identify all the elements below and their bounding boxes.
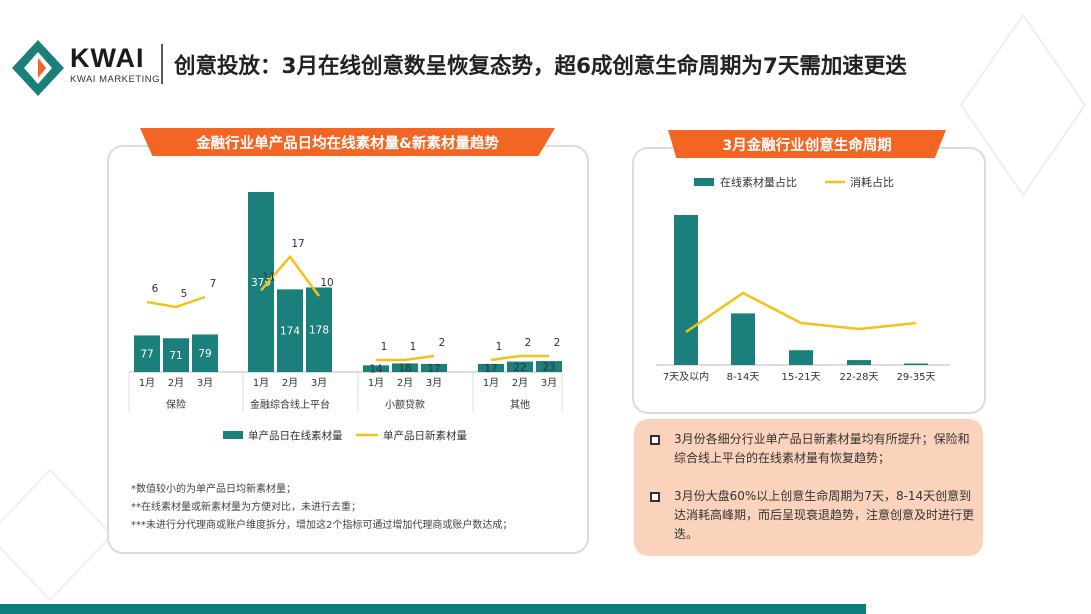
line-value-label: 17 xyxy=(291,238,304,250)
bar-online-material xyxy=(306,287,332,372)
bar-online-share xyxy=(904,363,928,365)
category-tick-label: 2月 xyxy=(168,377,184,389)
insight-text-1: 3月份各细分行业单产品日新素材量均有所提升；保险和综合线上平台的在线素材量有恢复… xyxy=(674,432,970,465)
footnote-2: **在线素材量或新素材量为方便对比，未进行去重； xyxy=(131,502,361,513)
decor-diamond-bottom-left xyxy=(0,468,114,602)
bar-value-label: 17 xyxy=(484,363,497,375)
category-tick-label: 7天及以内 xyxy=(663,370,709,383)
footnote-3: ***未进行分代理商或账户维度拆分，增加这2个指标可通过增加代理商或账户数达成； xyxy=(131,520,513,531)
insight-box: 3月份各细分行业单产品日新素材量均有所提升；保险和综合线上平台的在线素材量有恢复… xyxy=(634,419,983,556)
category-tick-label: 1月 xyxy=(368,377,384,389)
group-label: 其他 xyxy=(510,398,530,411)
category-tick-label: 3月 xyxy=(541,377,557,389)
category-tick-label: 1月 xyxy=(483,377,499,389)
brand-name: KWAI xyxy=(70,43,145,73)
group-label: 小额贷款 xyxy=(385,398,425,411)
new-material-line xyxy=(260,254,321,297)
right-chart-banner: 3月金融行业创意生命周期 xyxy=(668,130,946,158)
legend-swatch-bar xyxy=(223,431,243,439)
category-tick-label: 3月 xyxy=(426,377,442,389)
category-tick-label: 2月 xyxy=(397,377,413,389)
right-combo-chart: 7天及以内 8-14天 15-21天 22-28天 29-35天 在线素材量占比 消耗占比 xyxy=(656,175,950,383)
bar-online-material xyxy=(507,361,533,372)
category-tick-label: 22-28天 xyxy=(839,372,878,383)
bar-online-share xyxy=(674,215,698,365)
bar-online-share xyxy=(847,360,871,365)
bar-value-label: 14 xyxy=(369,364,383,376)
bar-online-material xyxy=(277,289,303,372)
line-value-label: 10 xyxy=(320,277,333,289)
left-chart-banner: 金融行业单产品日均在线素材量&新素材量趋势 xyxy=(140,128,555,156)
bar-value-label: 79 xyxy=(198,348,211,360)
new-material-line xyxy=(490,354,549,362)
legend-swatch-bar xyxy=(694,178,714,186)
line-value-label: 1 xyxy=(410,341,417,353)
group-label: 金融综合线上平台 xyxy=(250,398,330,411)
legend-label-bar: 单产品日在线素材量 xyxy=(248,429,343,442)
bar-online-material xyxy=(478,363,504,372)
line-value-label: 11 xyxy=(262,271,275,283)
bar-online-material xyxy=(536,361,562,372)
bar-online-material xyxy=(163,338,189,372)
bar-online-material xyxy=(134,335,160,372)
bullet-square-icon xyxy=(650,492,660,502)
legend-label-line: 单产品日新素材量 xyxy=(383,429,467,442)
bar-online-share xyxy=(731,313,755,365)
bar-online-material xyxy=(392,363,418,372)
legend-label-line: 消耗占比 xyxy=(850,175,894,189)
bar-online-share xyxy=(789,350,813,365)
line-value-label: 6 xyxy=(152,283,159,295)
bar-value-label: 77 xyxy=(140,349,153,361)
line-value-label: 2 xyxy=(439,337,446,349)
group-label: 保险 xyxy=(166,398,186,411)
insight-text-2: 3月份大盘60%以上创意生命周期为7天，8-14天创意到达消耗高峰期，而后呈现衰… xyxy=(674,489,975,541)
category-tick-label: 29-35天 xyxy=(896,372,935,383)
bullet-square-icon xyxy=(650,435,660,445)
category-tick-label: 2月 xyxy=(282,377,298,389)
header-divider xyxy=(161,44,163,84)
bar-online-material xyxy=(192,334,218,372)
line-value-label: 2 xyxy=(554,337,561,349)
category-tick-label: 1月 xyxy=(139,377,155,389)
category-tick-label: 8-14天 xyxy=(727,372,760,383)
line-value-label: 5 xyxy=(181,288,188,300)
category-tick-label: 3月 xyxy=(311,377,327,389)
new-material-line xyxy=(376,354,435,362)
category-tick-label: 1月 xyxy=(253,377,269,389)
bar-value-label: 22 xyxy=(513,362,526,374)
bottom-accent-bar xyxy=(0,604,866,614)
bar-value-label: 174 xyxy=(280,326,300,338)
legend-label-bar: 在线素材量占比 xyxy=(720,175,797,189)
line-value-label: 1 xyxy=(496,341,503,353)
kwai-logo-icon xyxy=(12,40,64,96)
bar-value-label: 71 xyxy=(169,350,182,362)
category-tick-label: 15-21天 xyxy=(781,372,820,383)
bar-online-material xyxy=(363,365,389,372)
spend-share-line xyxy=(685,291,917,334)
category-tick-label: 2月 xyxy=(512,377,528,389)
category-tick-label: 3月 xyxy=(197,377,213,389)
line-value-label: 2 xyxy=(525,337,532,349)
line-value-label: 7 xyxy=(210,278,217,290)
line-value-label: 1 xyxy=(381,341,388,353)
footnote-1: *数值较小的为单产品日均新素材量； xyxy=(131,484,296,495)
bar-value-label: 23 xyxy=(542,362,555,374)
new-material-line xyxy=(146,295,206,309)
bar-online-material xyxy=(421,363,447,372)
bar-value-label: 18 xyxy=(398,363,411,375)
page-title: 创意投放：3月在线创意数呈恢复态势，超6成创意生命周期为7天需加速更迭 xyxy=(174,54,907,79)
bar-value-label: 178 xyxy=(309,325,329,337)
decor-diamond-top-right xyxy=(959,13,1087,197)
brand-subtitle: KWAI MARKETING xyxy=(70,74,161,85)
bar-value-label: 17 xyxy=(427,363,440,375)
